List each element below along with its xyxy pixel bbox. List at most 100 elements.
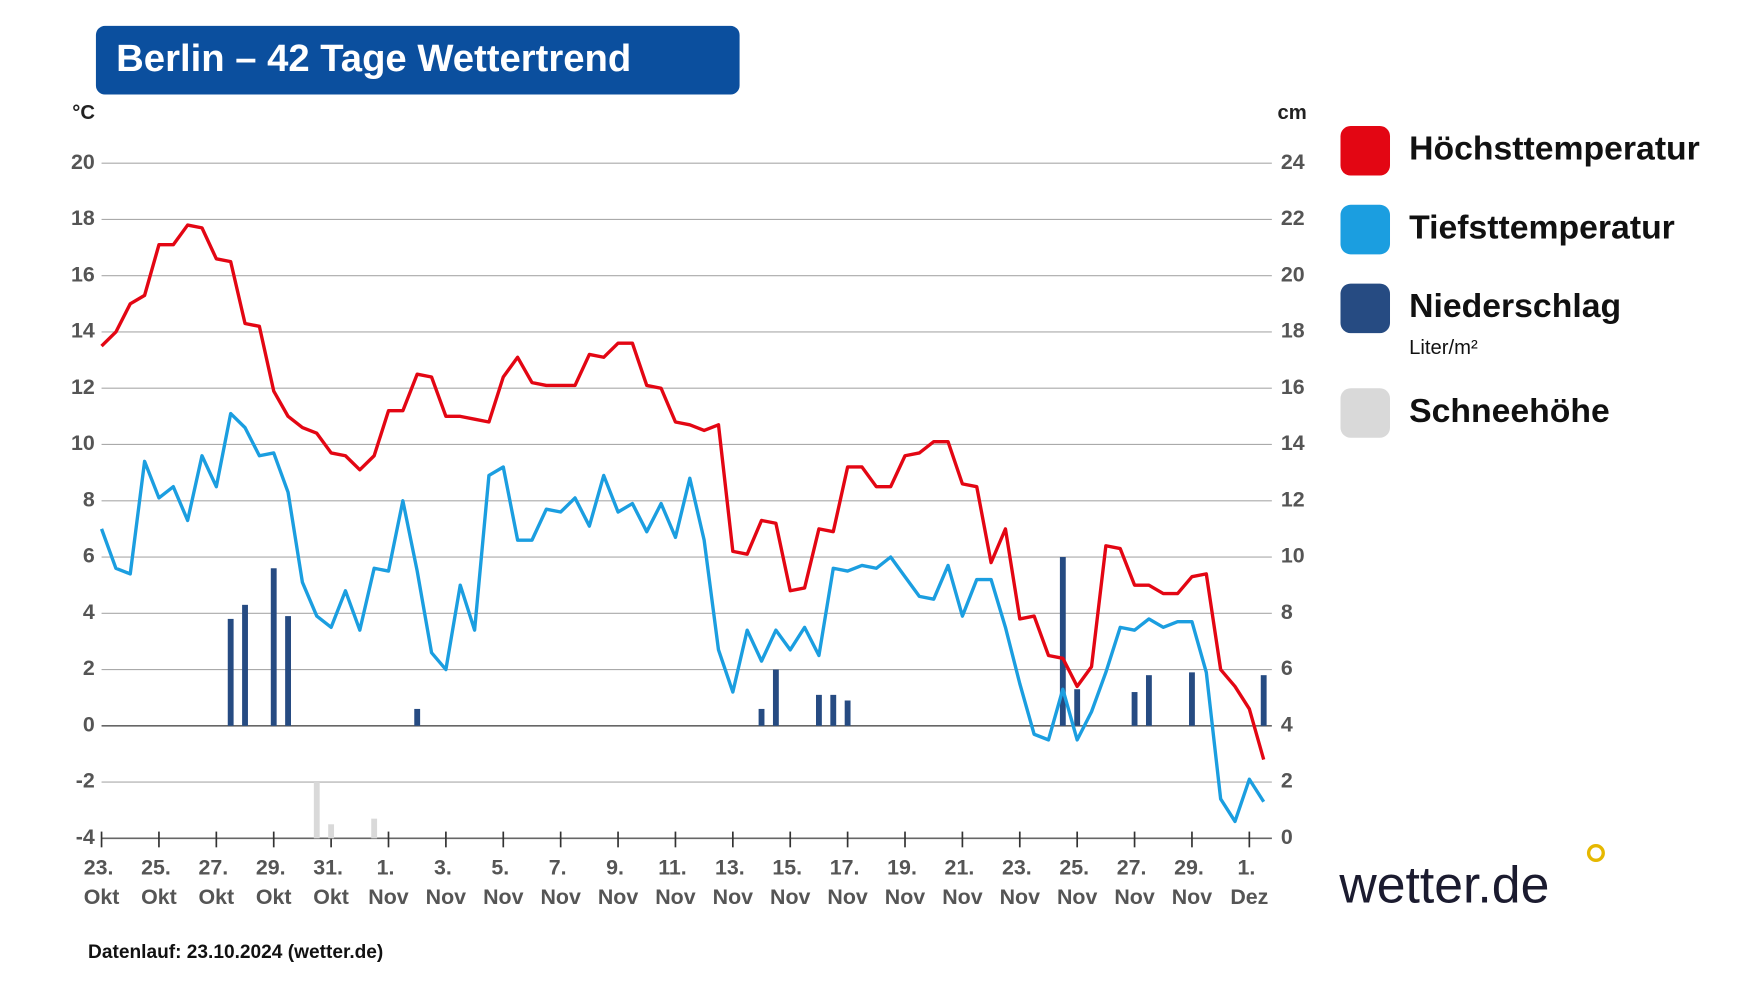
x-tick-line: 13. — [715, 855, 751, 879]
x-tick-label: 27. Nov — [1114, 855, 1154, 908]
x-tick-label: 23. Nov — [1000, 855, 1040, 908]
bar — [1189, 672, 1195, 726]
x-tick-line: 21. — [945, 855, 981, 879]
y-axis-label: °C — [72, 102, 95, 124]
bar — [1145, 675, 1152, 726]
x-tick-label: 25. Okt — [141, 855, 177, 908]
logo-dot — [1586, 843, 1605, 862]
y2-tick-label: 18 — [1281, 319, 1305, 343]
legend-swatch — [1340, 283, 1391, 334]
footer: Datenlauf: 23.10.2024 (wetter.de) — [88, 942, 383, 963]
x-tick-label: 3. Nov — [426, 855, 466, 908]
y2-tick-label: 12 — [1281, 487, 1305, 511]
y-tick-label: 12 — [71, 375, 95, 399]
y-tick-label: 20 — [71, 150, 95, 174]
x-tick-line: Nov — [1172, 885, 1212, 909]
x-tick-line: 31. — [313, 855, 349, 879]
x-tick-line: 27. — [199, 855, 235, 879]
x-tick-label: 25. Nov — [1057, 855, 1097, 908]
y2-tick-label: 24 — [1281, 150, 1305, 174]
x-tick-line: 25. — [141, 855, 177, 879]
x-tick-label: 21. Nov — [942, 855, 982, 908]
bar — [1260, 675, 1267, 726]
y-tick-label: 8 — [83, 487, 95, 511]
x-tick-line: Okt — [313, 885, 349, 909]
y-tick-label: 16 — [71, 262, 95, 286]
y2-tick-label: 0 — [1281, 825, 1293, 849]
y-tick-label: -4 — [76, 825, 95, 849]
x-tick-line: Okt — [256, 885, 292, 909]
x-tick-line: Nov — [1114, 885, 1154, 909]
y-tick-label: 0 — [83, 712, 95, 736]
bar — [772, 669, 779, 726]
legend-unit: Liter/m² — [1409, 337, 1478, 359]
title-box — [95, 25, 740, 95]
y2-tick-label: 16 — [1281, 375, 1305, 399]
bar — [227, 618, 234, 726]
legend-swatch — [1340, 204, 1391, 255]
x-tick-label: 5. Nov — [483, 855, 523, 908]
legend-label: Tiefsttemperatur — [1409, 208, 1675, 246]
y-tick-label: 14 — [71, 319, 95, 343]
x-tick-line: 7. — [549, 855, 573, 879]
x-tick-label: 29. Okt — [256, 855, 292, 908]
x-tick-line: Nov — [770, 885, 810, 909]
bar — [270, 568, 277, 726]
line — [99, 411, 1266, 824]
y-tick-label: 18 — [71, 206, 95, 230]
bar — [285, 616, 291, 726]
x-tick-line: 23. — [1002, 855, 1038, 879]
x-tick-label: 29. Nov — [1172, 855, 1212, 908]
bar — [830, 694, 837, 726]
y2-tick-label: 14 — [1281, 431, 1305, 455]
x-tick-line: 23. — [84, 855, 120, 879]
x-tick-label: 1. Dez — [1230, 855, 1268, 908]
legend-label: Niederschlag — [1409, 287, 1621, 325]
x-tick-line: 25. — [1059, 855, 1095, 879]
x-tick-line: Nov — [540, 885, 580, 909]
y-tick-label: 4 — [83, 600, 95, 624]
x-tick-line: Nov — [885, 885, 925, 909]
x-tick-label: 31. Okt — [313, 855, 349, 908]
bar — [328, 824, 335, 839]
legend-label: Höchsttemperatur — [1409, 130, 1700, 168]
x-tick-line: Nov — [1057, 885, 1097, 909]
bar — [414, 708, 421, 726]
x-tick-line: 9. — [606, 855, 630, 879]
logo: wetter.de — [1338, 856, 1549, 914]
line — [100, 223, 1266, 761]
x-tick-line: Nov — [713, 885, 753, 909]
x-tick-line: Nov — [1000, 885, 1040, 909]
x-tick-line: Nov — [598, 885, 638, 909]
x-tick-line: Nov — [827, 885, 867, 909]
y2-tick-label: 10 — [1281, 544, 1305, 568]
bar — [313, 782, 320, 839]
x-tick-line: Nov — [483, 885, 523, 909]
x-tick-line: 29. — [256, 855, 292, 879]
x-tick-line: Nov — [426, 885, 466, 909]
x-tick-line: Dez — [1230, 885, 1268, 909]
y-tick-label: -2 — [76, 769, 95, 793]
x-tick-line: 1. — [1237, 855, 1261, 879]
x-tick-line: 5. — [491, 855, 515, 879]
chart-title: Berlin – 42 Tage Wettertrend — [116, 37, 631, 80]
x-tick-line: Nov — [655, 885, 695, 909]
bar — [1131, 692, 1138, 726]
y-tick-label: 2 — [83, 656, 95, 680]
legend-label: Schneehöhe — [1409, 392, 1610, 430]
legend-swatch — [1340, 126, 1391, 176]
y-tick-label: 6 — [83, 544, 95, 568]
x-tick-label: 27. Okt — [199, 855, 235, 908]
x-tick-line: Nov — [942, 885, 982, 909]
bar — [1074, 689, 1081, 726]
x-tick-line: Okt — [84, 885, 120, 909]
bar — [815, 694, 822, 726]
x-tick-label: 7. Nov — [540, 855, 580, 908]
y2-tick-label: 6 — [1281, 656, 1293, 680]
x-tick-label: 17. Nov — [827, 855, 867, 908]
x-tick-line: Okt — [199, 885, 235, 909]
y2-tick-label: 8 — [1281, 600, 1293, 624]
bar — [371, 818, 378, 839]
bar — [758, 708, 765, 726]
